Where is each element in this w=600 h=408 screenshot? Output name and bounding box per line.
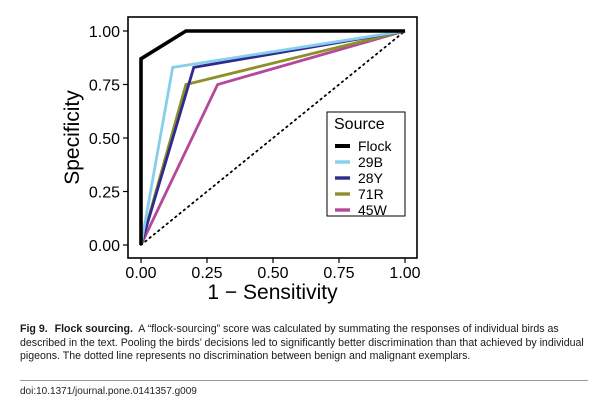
x-tick-label: 0.25 <box>191 265 222 282</box>
figure-label: Fig 9. <box>20 323 48 335</box>
series-line-flock <box>139 29 405 245</box>
legend-label-45w: 45W <box>358 202 388 218</box>
legend-label-29b: 29B <box>358 154 383 170</box>
series-line-29b <box>139 29 406 246</box>
legend-box <box>326 111 406 217</box>
legend-title: Source <box>334 116 385 133</box>
roc-chart: 0.00 0.25 0.50 0.75 1.00 0.00 0.25 0.50 0.75 1.00… <box>61 16 421 304</box>
caption-divider <box>20 380 588 381</box>
legend-label-28y: 28Y <box>358 170 384 186</box>
y-axis-title: Specificity <box>61 90 84 185</box>
y-tick-label: 0.75 <box>89 78 120 95</box>
figure-caption: Fig 9. Flock sourcing. A “flock-sourcing… <box>20 323 588 364</box>
legend-label-71r: 71R <box>358 186 384 202</box>
x-tick-label: 0.00 <box>125 265 156 282</box>
y-tick-label: 1.00 <box>89 24 120 41</box>
roc-chart-svg: 0.00 0.25 0.50 0.75 1.00 0.00 0.25 0.50 0.75 1.00… <box>61 16 421 304</box>
y-tick-label: 0.00 <box>89 238 120 255</box>
figure-title: Flock sourcing. <box>54 323 133 335</box>
figure-caption-text: A “flock-sourcing” score was calculated … <box>20 323 584 363</box>
y-tick-label: 0.25 <box>89 185 120 202</box>
doi-text: doi:10.1371/journal.pone.0141357.g009 <box>20 386 197 397</box>
series-line-45w <box>139 29 406 246</box>
x-axis-title: 1 − Sensitivity <box>207 281 338 304</box>
x-tick-label: 1.00 <box>389 265 420 282</box>
no-discrimination-reference-line <box>140 30 406 246</box>
legend-label-flock: Flock <box>358 138 392 154</box>
y-tick-label: 0.50 <box>89 131 120 148</box>
x-tick-label: 0.50 <box>257 265 288 282</box>
x-tick-label: 0.75 <box>323 265 354 282</box>
